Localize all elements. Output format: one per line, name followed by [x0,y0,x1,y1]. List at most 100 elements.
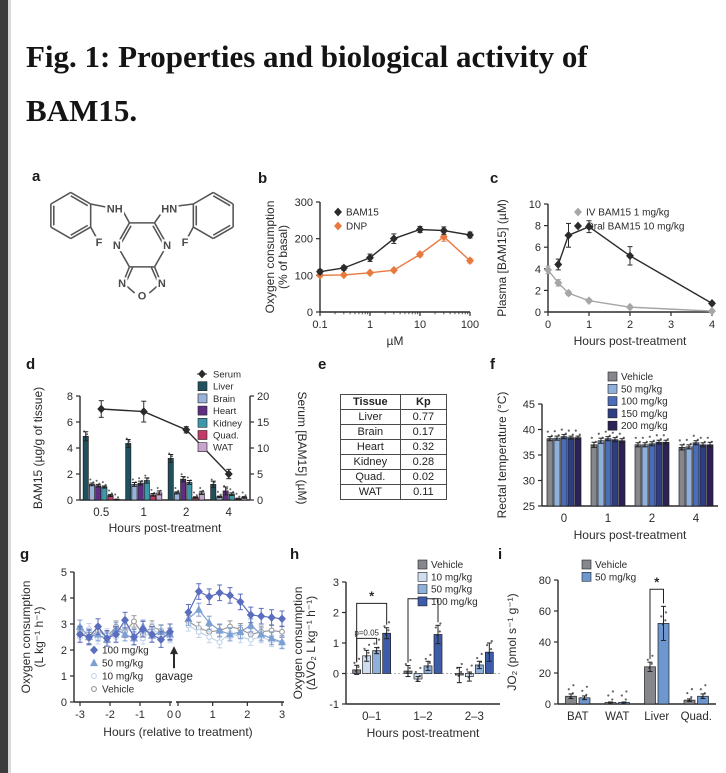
svg-text:5: 5 [61,567,67,579]
svg-text:IV BAM15 1 mg/kg: IV BAM15 1 mg/kg [586,208,669,219]
svg-text:Vehicle: Vehicle [621,372,654,383]
svg-text:80: 80 [539,575,551,587]
svg-text:100: 100 [461,319,479,331]
svg-text:0: 0 [257,495,263,507]
kp-table-row: Kidney 0.28 [340,454,448,470]
svg-text:10 mg/kg: 10 mg/kg [431,572,472,583]
svg-text:HN: HN [161,203,177,215]
svg-text:3: 3 [668,319,674,331]
bam15-structure-diagram: NH HNF FN NN NO [50,191,234,304]
svg-text:(% of basal): (% of basal) [276,225,290,289]
svg-text:Brain: Brain [213,394,235,405]
panel-g-label: g [20,546,30,563]
svg-text:35: 35 [523,450,535,462]
svg-text:Liver: Liver [644,711,669,723]
kp-table-cell: Liver [340,409,401,425]
svg-text:100 mg/kg: 100 mg/kg [431,597,478,608]
svg-text:Heart: Heart [213,406,237,417]
svg-text:2: 2 [627,319,633,331]
svg-text:100 mg/kg: 100 mg/kg [102,646,149,657]
kp-table-cell: 0.17 [399,424,448,440]
svg-text:p=0.05: p=0.05 [354,628,379,637]
svg-text:(ΔVO₂ L kg⁻¹ h⁻¹): (ΔVO₂ L kg⁻¹ h⁻¹) [304,596,318,690]
svg-text:1: 1 [367,319,373,331]
svg-text:5: 5 [257,469,263,481]
kp-table-header-row: Tissue Kp [340,394,448,410]
svg-text:30: 30 [523,476,535,488]
svg-text:10: 10 [257,443,269,455]
kp-table-header: Tissue [340,394,401,410]
kp-table-cell: 0.77 [399,409,448,425]
rectal-temperature-chart: 25 30 35 40 45 0 1 2 4 Hours post-treatment Rectal… [495,371,718,542]
kp-table-row: WAT 0.11 [340,484,448,500]
page-left-edge [0,0,8,773]
svg-text:Hours post-treatment: Hours post-treatment [574,528,687,542]
svg-text:(L kg⁻¹ h⁻¹): (L kg⁻¹ h⁻¹) [32,607,46,668]
svg-text:Oxygen consumption: Oxygen consumption [263,201,277,314]
svg-text:2: 2 [244,709,250,721]
figure-title: Fig. 1: Properties and biological activi… [26,39,588,129]
svg-text:1–2: 1–2 [413,711,432,723]
svg-text:JO₂ (pmol s⁻¹ g⁻¹): JO₂ (pmol s⁻¹ g⁻¹) [505,593,519,690]
svg-text:8: 8 [535,221,541,233]
svg-text:Quad.: Quad. [213,431,239,442]
svg-text:45: 45 [523,399,535,411]
svg-text:20: 20 [257,391,269,403]
svg-text:Kidney: Kidney [213,418,242,429]
svg-text:µM: µM [387,334,404,348]
panel-a: a NH HN F F N N N N O [32,168,258,348]
kp-table-cell: Kidney [340,454,401,470]
svg-text:Serum [BAM15] (µM): Serum [BAM15] (µM) [295,392,309,505]
svg-text:Quad.: Quad. [681,711,712,723]
svg-text:Vehicle: Vehicle [431,560,464,571]
svg-text:*: * [369,588,375,603]
kp-table-cell: Heart [340,439,401,455]
svg-text:Serum: Serum [213,370,241,381]
svg-text:100: 100 [295,270,313,282]
svg-text:0: 0 [175,709,181,721]
svg-text:0.5: 0.5 [93,507,109,519]
panel-e-label: e [318,356,327,373]
kp-table-cell: WAT [340,484,401,500]
svg-text:2–3: 2–3 [465,711,484,723]
svg-text:Oxygen consumption: Oxygen consumption [291,587,305,700]
svg-text:3: 3 [333,577,339,589]
svg-text:50 mg/kg: 50 mg/kg [102,659,143,670]
svg-text:150 mg/kg: 150 mg/kg [621,409,668,420]
panel-i: i 0 20 40 60 80 BAT WAT Liver Quad. * JO₂ (pmol s⁻… [498,546,726,761]
svg-text:10: 10 [414,319,426,331]
svg-text:1: 1 [61,671,67,683]
svg-text:50 mg/kg: 50 mg/kg [431,585,472,596]
svg-text:gavage: gavage [155,671,193,683]
svg-text:2: 2 [67,469,73,481]
panel-g: g 0 1 2 3 4 5 -3 -2 -1 0 0 1 2 3 100 mg/kg 50 mg/kg 10 m… [19,546,294,761]
svg-text:4: 4 [535,264,541,276]
svg-text:0: 0 [61,697,67,709]
svg-text:8: 8 [67,391,73,403]
svg-text:NH: NH [107,203,123,215]
kp-table-cell: Quad. [340,469,401,485]
page-left-edge-highlight [8,0,11,773]
kp-table-row: Heart 0.32 [340,439,448,455]
svg-text:Oxygen consumption: Oxygen consumption [19,581,33,694]
svg-text:6: 6 [67,417,73,429]
jo2-tissue-respiration-chart: 0 20 40 60 80 BAT WAT Liver Quad. * JO₂ (pmol s⁻¹ … [505,559,716,723]
panel-a-label: a [32,168,41,185]
panel-d-label: d [26,356,36,373]
kp-table: Tissue Kp Liver 0.77 Brain 0.17 Heart 0.32 Kidne… [340,394,448,500]
svg-text:2: 2 [649,513,655,525]
svg-text:0.1: 0.1 [312,319,327,331]
panel-f-label: f [490,356,495,373]
svg-text:50 mg/kg: 50 mg/kg [621,384,662,395]
svg-text:Plasma [BAM15] (µM): Plasma [BAM15] (µM) [495,199,509,317]
svg-text:100 mg/kg: 100 mg/kg [621,397,668,408]
svg-text:-2: -2 [105,709,115,721]
svg-text:F: F [182,237,189,249]
svg-text:4: 4 [226,507,233,519]
svg-text:N: N [113,240,121,252]
kp-table-cell: 0.32 [399,439,448,455]
panel-b: b 0 100 200 300 0.1 1 10 100 µM Oxygen consumptio… [258,170,488,355]
